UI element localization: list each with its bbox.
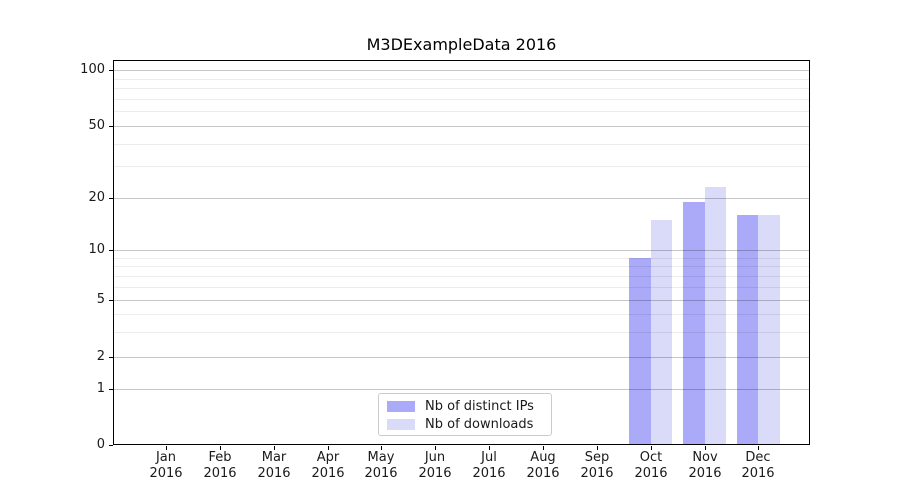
x-tick-label-mar: Mar 2016 — [242, 450, 306, 482]
gridline-minor-8 — [114, 266, 809, 267]
x-tick-month-jul: Jul — [481, 450, 497, 465]
gridline-minor-40 — [114, 144, 809, 145]
bar-dec-downloads — [758, 214, 780, 444]
gridline-major-2 — [114, 357, 809, 358]
x-tick-mark-aug — [543, 446, 544, 450]
x-tick-year-mar: 2016 — [257, 466, 291, 481]
x-tick-label-may: May 2016 — [349, 450, 413, 482]
gridline-minor-9 — [114, 258, 809, 259]
bar-dec-distinct-ips — [736, 214, 759, 444]
x-tick-label-apr: Apr 2016 — [296, 450, 360, 482]
x-tick-year-jun: 2016 — [418, 466, 452, 481]
x-tick-month-jun: Jun — [424, 450, 446, 465]
x-tick-mark-jun — [435, 446, 436, 450]
x-tick-year-apr: 2016 — [311, 466, 345, 481]
y-tick-label-0: 0 — [96, 437, 105, 452]
gridline-minor-80 — [114, 88, 809, 89]
bar-oct-distinct-ips — [629, 257, 651, 444]
x-tick-mark-jul — [489, 446, 490, 450]
y-tick-mark-2 — [109, 357, 113, 358]
gridline-major-1 — [114, 389, 809, 390]
legend-label-downloads: Nb of downloads — [425, 416, 534, 432]
x-tick-year-nov: 2016 — [688, 466, 722, 481]
x-tick-label-dec: Dec 2016 — [726, 450, 790, 482]
x-tick-label-aug: Aug 2016 — [511, 450, 575, 482]
gridline-minor-30 — [114, 166, 809, 167]
legend-item-distinct-ips: Nb of distinct IPs — [387, 398, 545, 415]
x-tick-month-oct: Oct — [639, 450, 663, 465]
y-tick-label-100: 100 — [80, 62, 105, 77]
legend-label-distinct-ips: Nb of distinct IPs — [425, 398, 534, 414]
gridline-minor-6 — [114, 287, 809, 288]
x-tick-mark-dec — [758, 446, 759, 450]
x-tick-month-mar: Mar — [261, 450, 287, 465]
bar-oct-downloads — [650, 219, 673, 444]
x-tick-mark-mar — [274, 446, 275, 450]
legend-box: Nb of distinct IPs Nb of downloads — [378, 393, 552, 436]
x-tick-month-feb: Feb — [208, 450, 232, 465]
gridline-minor-4 — [114, 314, 809, 315]
y-tick-mark-1 — [109, 389, 113, 390]
x-tick-label-oct: Oct 2016 — [619, 450, 683, 482]
y-tick-mark-50 — [109, 126, 113, 127]
x-tick-label-feb: Feb 2016 — [188, 450, 252, 482]
x-tick-label-jun: Jun 2016 — [403, 450, 467, 482]
x-tick-year-feb: 2016 — [203, 466, 237, 481]
x-tick-label-nov: Nov 2016 — [673, 450, 737, 482]
legend-swatch-distinct-ips — [387, 401, 415, 412]
x-tick-mark-nov — [705, 446, 706, 450]
x-tick-mark-jan — [166, 446, 167, 450]
x-tick-year-oct: 2016 — [634, 466, 668, 481]
gridline-major-10 — [114, 250, 809, 251]
x-tick-year-aug: 2016 — [526, 466, 560, 481]
x-tick-mark-oct — [651, 446, 652, 450]
x-tick-year-dec: 2016 — [741, 466, 775, 481]
bar-nov-distinct-ips — [683, 201, 705, 444]
y-tick-label-10: 10 — [88, 242, 105, 257]
y-tick-mark-5 — [109, 300, 113, 301]
x-tick-mark-feb — [220, 446, 221, 450]
bar-nov-downloads — [704, 187, 726, 444]
chart-title: M3DExampleData 2016 — [366, 35, 557, 54]
y-tick-mark-100 — [109, 70, 113, 71]
gridline-minor-7 — [114, 276, 809, 277]
y-tick-label-1: 1 — [96, 381, 105, 396]
y-tick-label-50: 50 — [88, 118, 105, 133]
y-tick-mark-10 — [109, 250, 113, 251]
legend-item-downloads: Nb of downloads — [387, 416, 545, 433]
x-tick-mark-may — [381, 446, 382, 450]
y-tick-mark-20 — [109, 198, 113, 199]
x-tick-label-jul: Jul 2016 — [457, 450, 521, 482]
x-tick-label-jan: Jan 2016 — [134, 450, 198, 482]
x-tick-month-may: May — [367, 450, 395, 465]
x-tick-month-sep: Sep — [584, 450, 610, 465]
x-tick-month-nov: Nov — [692, 450, 718, 465]
gridline-major-50 — [114, 126, 809, 127]
legend-swatch-downloads — [387, 419, 415, 430]
x-tick-year-jul: 2016 — [472, 466, 506, 481]
gridline-major-20 — [114, 198, 809, 199]
gridline-minor-60 — [114, 111, 809, 112]
gridline-minor-3 — [114, 332, 809, 333]
x-tick-year-may: 2016 — [364, 466, 398, 481]
gridline-minor-90 — [114, 79, 809, 80]
y-tick-label-20: 20 — [88, 190, 105, 205]
x-tick-month-jan: Jan — [155, 450, 177, 465]
x-tick-mark-apr — [328, 446, 329, 450]
x-tick-year-jan: 2016 — [149, 466, 183, 481]
y-tick-label-5: 5 — [96, 292, 105, 307]
y-tick-label-2: 2 — [96, 349, 105, 364]
x-tick-mark-sep — [597, 446, 598, 450]
x-tick-month-dec: Dec — [745, 450, 771, 465]
y-tick-mark-0 — [109, 445, 113, 446]
gridline-major-100 — [114, 70, 809, 71]
x-tick-month-apr: Apr — [316, 450, 340, 465]
gridline-minor-70 — [114, 99, 809, 100]
x-tick-label-sep: Sep 2016 — [565, 450, 629, 482]
x-tick-month-aug: Aug — [530, 450, 556, 465]
x-tick-year-sep: 2016 — [580, 466, 614, 481]
gridline-major-5 — [114, 300, 809, 301]
